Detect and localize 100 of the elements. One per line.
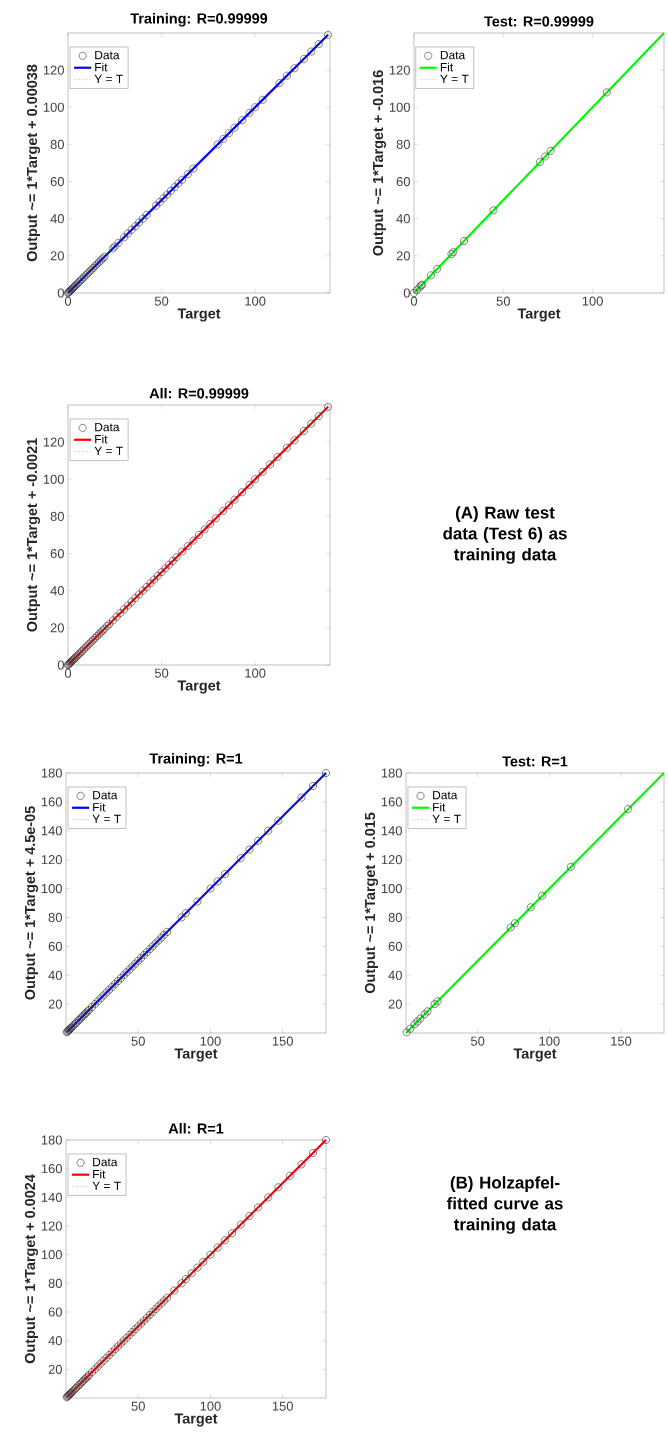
y-tick-label: 60 xyxy=(50,176,64,187)
point xyxy=(420,1010,429,1019)
x-tick-label: 50 xyxy=(154,668,169,678)
legend-label: Data xyxy=(93,1157,118,1167)
y-tick-label: 180 xyxy=(381,768,402,778)
point xyxy=(427,271,435,280)
y-tick-label: 20 xyxy=(48,1364,62,1374)
x-tick-label: 100 xyxy=(245,296,266,306)
point xyxy=(433,997,442,1006)
legend-label: Data xyxy=(95,422,120,432)
y-tick-label: 40 xyxy=(50,214,64,224)
legend-label: Y = T xyxy=(94,446,123,456)
y-tick-label: 80 xyxy=(50,511,64,521)
legend-label: Fit xyxy=(93,802,106,812)
y-tick-label: 100 xyxy=(43,102,64,112)
x-axis-title: Target xyxy=(177,308,221,322)
x-axis-title: Target xyxy=(517,308,561,322)
x-tick-label: 100 xyxy=(200,1036,221,1046)
x-tick-label: 100 xyxy=(582,296,603,306)
legend-label: Fit xyxy=(440,62,454,72)
y-tick-label: 60 xyxy=(50,548,64,559)
chart-title: All: R=1 xyxy=(168,1123,224,1134)
point xyxy=(511,919,519,928)
point xyxy=(402,1028,411,1037)
y-tick-label: 40 xyxy=(50,586,64,596)
text: (B) Holzapfel-fitted curve as training data xyxy=(446,1176,563,1234)
y-tick-label: 180 xyxy=(41,1135,62,1145)
y-axis-title: Output ~= 1*Target + -0.0021 xyxy=(26,438,41,632)
y-tick-label: 60 xyxy=(48,1307,62,1317)
y-tick-label: 20 xyxy=(388,999,402,1009)
chart-title: Training: R=1 xyxy=(149,752,243,767)
y-tick-label: 80 xyxy=(396,139,410,149)
x-axis-title: Target xyxy=(174,1413,218,1427)
y-tick-label: 160 xyxy=(41,1164,62,1174)
point xyxy=(406,1024,415,1033)
legend-label: Data xyxy=(440,50,466,60)
x-tick-label: 150 xyxy=(272,1401,293,1411)
legend-label: Y = T xyxy=(440,74,469,84)
point xyxy=(566,862,575,871)
x-tick-label: 0 xyxy=(64,296,72,306)
y-tick-label: 180 xyxy=(41,768,62,778)
y-tick-label: 140 xyxy=(41,1192,62,1202)
y-axis-title: Output ~= 1*Target + 0.015 xyxy=(364,812,379,994)
point xyxy=(624,805,633,813)
y-tick-label: 100 xyxy=(41,883,62,894)
y-tick-label: 20 xyxy=(50,623,64,633)
point xyxy=(413,1017,422,1026)
legend-label: Data xyxy=(433,790,458,800)
y-tick-label: 100 xyxy=(381,883,402,894)
x-tick-label: 50 xyxy=(496,296,510,306)
legend-label: Fit xyxy=(95,434,108,444)
y-tick-label: 120 xyxy=(43,437,64,447)
point xyxy=(541,152,550,161)
y-tick-label: 140 xyxy=(381,826,402,836)
y-tick-label: 120 xyxy=(389,65,410,75)
point xyxy=(602,88,611,97)
y-tick-label: 100 xyxy=(41,1250,62,1260)
legend-label: Y = T xyxy=(94,74,123,84)
y-tick-label: 0 xyxy=(57,660,64,670)
y-tick-label: 120 xyxy=(43,65,64,75)
point xyxy=(430,1000,439,1009)
x-tick-label: 100 xyxy=(245,668,266,678)
y-tick-label: 80 xyxy=(50,139,64,149)
y-tick-label: 60 xyxy=(396,176,410,187)
y-tick-label: 60 xyxy=(388,941,402,951)
y-tick-label: 40 xyxy=(396,214,410,224)
y-tick-label: 80 xyxy=(388,912,402,923)
x-tick-label: 100 xyxy=(200,1401,221,1411)
chart-title: Training: R=0.99999 xyxy=(130,12,268,27)
chart-title: All: R=0.99999 xyxy=(149,387,249,399)
chart-title: Test: R=0.99999 xyxy=(484,16,594,27)
point xyxy=(538,891,547,900)
x-tick-label: 0 xyxy=(410,296,418,306)
legend-label: Fit xyxy=(95,62,108,72)
legend-label: Y = T xyxy=(432,814,461,824)
point xyxy=(416,1014,425,1023)
legend-label: Fit xyxy=(93,1169,106,1179)
legend-label: Y = T xyxy=(92,1181,121,1190)
point xyxy=(423,1007,432,1016)
text: (A) Raw test data (Test 6) as training data xyxy=(443,506,567,564)
y-tick-label: 120 xyxy=(381,855,402,865)
y-tick-label: 0 xyxy=(57,288,64,298)
legend-label: Y = T xyxy=(92,814,121,824)
y-tick-label: 60 xyxy=(48,941,62,951)
y-axis-title: Output ~= 1*Target + 0.00038 xyxy=(26,64,41,262)
y-tick-label: 100 xyxy=(43,474,64,484)
chart-title: Test: R=1 xyxy=(502,756,568,767)
y-axis-title: Output ~= 1*Target + 4.5e-05 xyxy=(24,806,39,1000)
y-axis-title: Output ~= 1*Target + 0.0024 xyxy=(24,1174,39,1364)
y-tick-label: 20 xyxy=(48,999,62,1009)
legend-label: Data xyxy=(93,790,118,800)
point xyxy=(410,1020,419,1029)
y-tick-label: 80 xyxy=(48,1278,62,1288)
legend-label: Data xyxy=(95,50,120,60)
y-axis-title: Output ~= 1*Target + -0.016 xyxy=(372,70,387,256)
point xyxy=(415,283,424,292)
y-tick-label: 80 xyxy=(48,912,62,923)
x-axis-title: Target xyxy=(513,1048,557,1062)
x-tick-label: 0 xyxy=(64,668,72,678)
y-tick-label: 120 xyxy=(41,1221,62,1231)
